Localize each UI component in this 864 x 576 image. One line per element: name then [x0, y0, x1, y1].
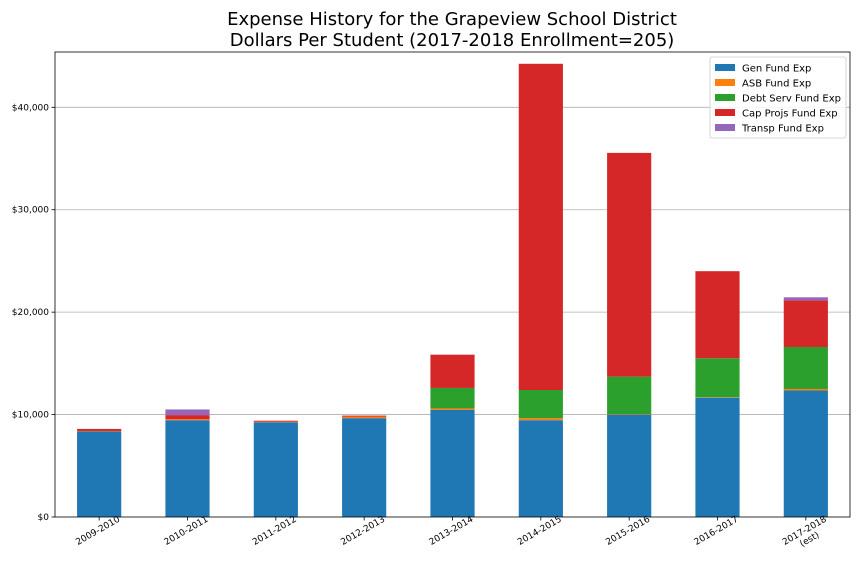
bar-segment: [518, 389, 563, 419]
y-tick-label: $40,000: [12, 103, 49, 113]
x-tick-label: 2010-2011: [163, 515, 210, 548]
bar-segment: [430, 387, 475, 409]
bar-segment: [430, 408, 475, 410]
x-tick-label: 2011-2012: [251, 515, 298, 548]
legend-label: Cap Projs Fund Exp: [742, 109, 838, 120]
chart-subtitle: Dollars Per Student (2017-2018 Enrollmen…: [230, 30, 675, 51]
bar-segment: [607, 414, 652, 415]
bar-segment: [165, 419, 210, 421]
bar-segment: [342, 418, 387, 517]
y-tick-label: $0: [38, 513, 50, 523]
bar-segment: [607, 376, 652, 415]
y-axis: $0 $10,000 $20,000 $30,000 $40,000: [12, 103, 55, 523]
bar-segment: [77, 430, 122, 432]
bar-segment: [253, 420, 298, 422]
legend-box: [709, 56, 847, 139]
chart-title: Expense History for the Grapeview School…: [227, 9, 677, 30]
bar-segment: [607, 152, 652, 377]
bar-segment: [165, 420, 210, 517]
bar-segment: [77, 431, 122, 517]
bar-segment: [607, 414, 652, 517]
bar-segment: [695, 271, 740, 359]
legend-label: ASB Fund Exp: [742, 79, 811, 90]
x-tick-label: 2013-2014: [428, 515, 476, 548]
bar-segment: [783, 297, 828, 301]
x-tick-label: 2015-2016: [604, 515, 652, 548]
legend-swatch: [715, 124, 735, 131]
bar-segment: [253, 421, 298, 423]
bar-segment: [695, 397, 740, 398]
legend-label: Transp Fund Exp: [741, 124, 824, 135]
bar-segment: [342, 416, 387, 419]
bar-segment: [695, 397, 740, 517]
bar-segment: [783, 346, 828, 389]
bar-segment: [165, 409, 210, 416]
bar-segment: [518, 63, 563, 390]
bars: [77, 63, 828, 517]
legend-swatch: [715, 79, 735, 86]
bar-segment: [783, 300, 828, 347]
bar-segment: [253, 422, 298, 517]
bar-segment: [430, 409, 475, 517]
x-tick-label: 2014-2015: [516, 515, 563, 548]
bar-segment: [518, 420, 563, 517]
bar-segment: [77, 428, 122, 431]
bar-segment: [430, 354, 475, 388]
x-tick-label: 2012-2013: [339, 515, 386, 548]
legend: Gen Fund Exp ASB Fund Exp Debt Serv Fund E…: [709, 56, 847, 139]
bar-segment: [783, 388, 828, 391]
x-tick-label: 2016-2017: [693, 515, 740, 548]
legend-label: Gen Fund Exp: [742, 64, 811, 75]
x-axis: 2009-2010 2010-2011 2011-2012 2012-2013 2013…: [74, 515, 834, 557]
y-tick-label: $10,000: [12, 411, 49, 421]
legend-swatch: [715, 94, 735, 101]
bar-segment: [342, 415, 387, 417]
legend-swatch: [715, 109, 735, 116]
x-tick-label: 2017-2018(est): [781, 515, 834, 557]
bar-segment: [518, 418, 563, 421]
y-tick-label: $30,000: [12, 206, 49, 216]
legend-label: Debt Serv Fund Exp: [742, 94, 841, 105]
legend-swatch: [715, 64, 735, 71]
bar-segment: [695, 358, 740, 398]
x-tick-label: 2009-2010: [74, 515, 122, 548]
y-tick-label: $20,000: [12, 308, 49, 318]
bar-segment: [783, 390, 828, 517]
bar-segment: [165, 415, 210, 420]
